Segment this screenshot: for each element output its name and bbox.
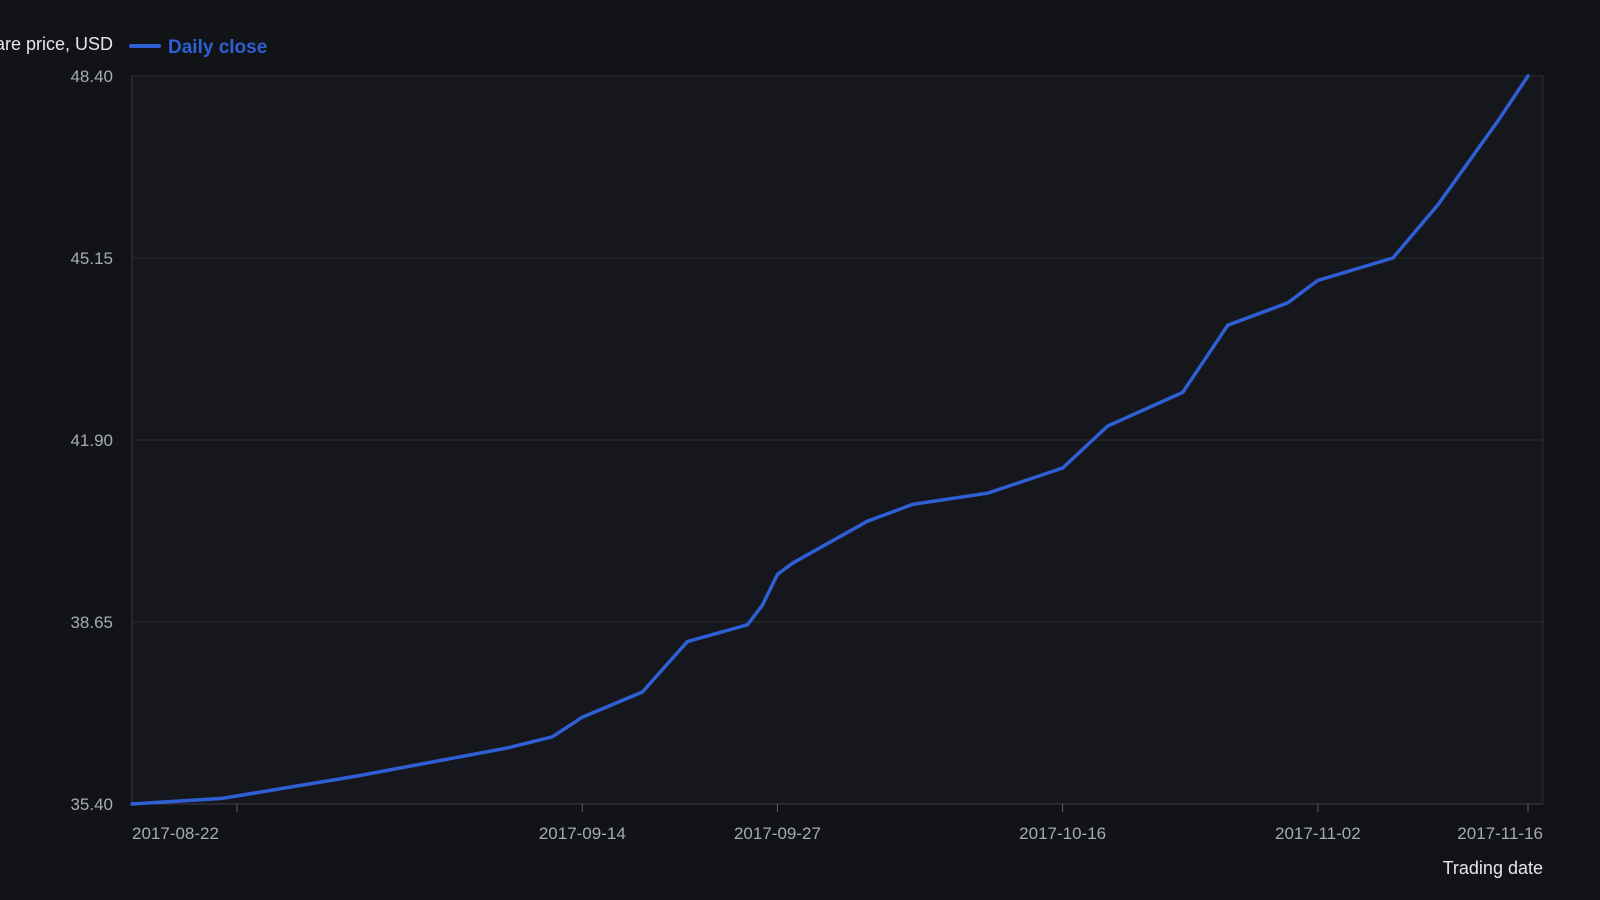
x-tick-label: 2017-10-16 (1019, 824, 1106, 843)
data-point (760, 603, 765, 607)
grid-layer (132, 75, 1543, 805)
data-point (1181, 390, 1185, 394)
legend-label: Daily close (168, 37, 267, 58)
x-tick-label: 2017-09-14 (539, 824, 626, 843)
data-point (911, 502, 915, 506)
data-point (550, 735, 554, 739)
x-tick-label: 2017-11-16 (1457, 824, 1543, 843)
tick-label-layer: 35.40 38.65 41.90 45.15 48.40 2017-08-22 2017-… (70, 67, 1543, 843)
data-point (1316, 278, 1320, 282)
y-axis-title: Share price, USD (0, 34, 113, 54)
data-point (986, 491, 990, 495)
data-point (640, 690, 645, 694)
data-point (580, 715, 584, 719)
y-tick-label: 38.65 (70, 613, 113, 632)
x-tick-label: 2017-11-02 (1275, 824, 1361, 843)
x-tick-label: 2017-09-27 (734, 824, 821, 843)
y-tick-label: 48.40 (70, 67, 113, 86)
data-point (130, 802, 134, 806)
y-tick-label: 35.40 (70, 795, 113, 814)
data-point (865, 519, 870, 523)
data-point (220, 796, 224, 801)
data-point (1226, 323, 1230, 327)
data-point (790, 561, 795, 565)
data-point (1061, 466, 1065, 470)
data-point (1286, 301, 1290, 305)
data-point (1526, 74, 1530, 78)
data-point (1106, 424, 1110, 428)
data-point (1391, 256, 1395, 260)
y-tick-label: 41.90 (70, 431, 113, 450)
data-point (775, 572, 780, 577)
x-tick-label: 2017-08-22 (132, 824, 219, 843)
data-point (745, 623, 750, 627)
x-axis-title: Trading date (1443, 858, 1543, 878)
data-point (355, 774, 359, 778)
axis-layer (131, 76, 1544, 812)
data-point (1436, 203, 1440, 207)
y-tick-label: 45.15 (70, 249, 113, 268)
data-point (505, 746, 509, 750)
data-point (685, 640, 690, 644)
legend: Daily close (129, 37, 267, 58)
data-point (1496, 119, 1500, 123)
series-layer (130, 74, 1530, 806)
